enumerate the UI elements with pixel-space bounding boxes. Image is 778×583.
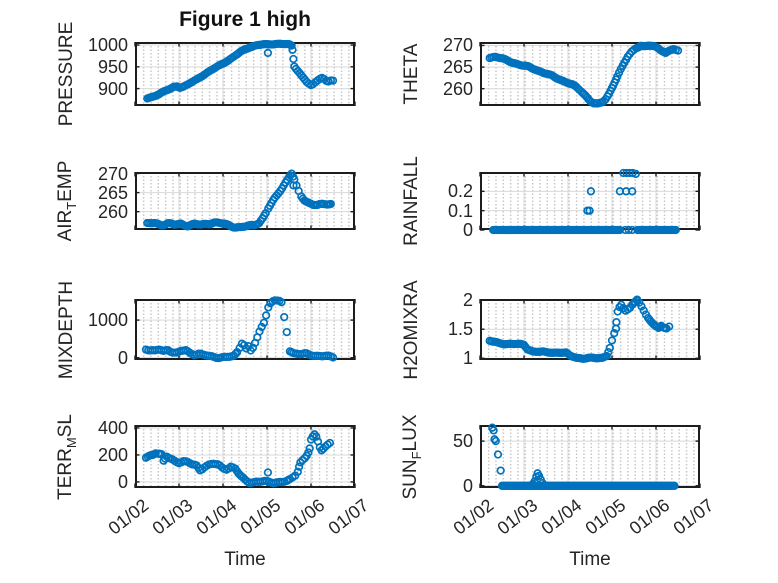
series-markers-terr-msl xyxy=(141,430,335,488)
minor-grid-dots-pressure xyxy=(137,44,353,104)
xlabel-left: Time xyxy=(224,549,266,570)
plot-canvas-theta xyxy=(479,41,701,108)
y-tick-label-sun-flux: 50 xyxy=(452,431,473,452)
ylabel-rainfall: RAINFALL xyxy=(401,156,422,246)
series-markers-sun-flux xyxy=(488,423,679,490)
ylabel-h2omixra: H2OMIXRA xyxy=(401,279,422,380)
y-tick-label-h2omixra: 1 xyxy=(462,348,473,369)
y-tick-label-theta: 260 xyxy=(442,78,473,99)
ylabel-pressure: PRESSURE xyxy=(56,21,77,127)
ylabel-terr-msl: TERRMSL xyxy=(55,413,79,500)
plot-air-temp xyxy=(134,169,356,232)
y-tick-label-rainfall: 0.2 xyxy=(447,181,473,202)
plot-pressure xyxy=(134,39,356,106)
y-tick-label-pressure: 900 xyxy=(97,78,128,99)
plot-mixdepth xyxy=(134,296,356,363)
plot-canvas-rainfall xyxy=(479,168,701,235)
minor-grid-dots-sun-flux xyxy=(482,427,698,486)
series-markers-theta xyxy=(485,41,683,108)
plot-canvas-sun-flux xyxy=(479,423,701,490)
y-tick-label-pressure: 1000 xyxy=(87,35,128,56)
x-tick-label: 01/06 xyxy=(625,495,674,539)
x-tick-label: 01/03 xyxy=(493,495,542,539)
plot-canvas-mixdepth xyxy=(134,296,356,363)
x-tick-label: 01/05 xyxy=(236,495,285,539)
y-tick-label-theta: 270 xyxy=(442,35,473,56)
y-tick-label-rainfall: 0 xyxy=(462,220,473,240)
y-tick-label-mixdepth: 0 xyxy=(117,347,128,368)
series-markers-air-temp xyxy=(143,169,335,232)
plot-canvas-air-temp xyxy=(134,169,356,232)
y-tick-label-sun-flux: 0 xyxy=(462,475,473,496)
x-tick-label: 01/02 xyxy=(449,495,498,539)
y-tick-label-pressure: 950 xyxy=(97,56,128,77)
ylabel-sun-flux: SUNFLUX xyxy=(400,413,424,500)
y-tick-label-terr-msl: 0 xyxy=(117,471,128,492)
plot-canvas-terr-msl xyxy=(134,425,356,488)
series-markers-h2omixra xyxy=(485,295,674,363)
y-tick-label-terr-msl: 200 xyxy=(97,444,128,465)
x-tick-label: 01/05 xyxy=(581,495,630,539)
x-tick-label: 01/04 xyxy=(192,495,241,539)
x-tick-label: 01/07 xyxy=(324,495,373,539)
plot-canvas-pressure xyxy=(134,39,356,106)
x-tick-label: 01/03 xyxy=(148,495,197,539)
ylabel-theta: THETA xyxy=(401,43,422,105)
plot-theta xyxy=(479,41,701,108)
plot-rainfall xyxy=(479,168,701,235)
y-tick-label-theta: 265 xyxy=(442,57,473,78)
x-tick-label: 01/06 xyxy=(280,495,329,539)
x-tick-label: 01/02 xyxy=(104,495,153,539)
y-tick-label-mixdepth: 1000 xyxy=(87,310,128,331)
series-markers-rainfall xyxy=(489,168,680,235)
ylabel-mixdepth: MIXDEPTH xyxy=(56,280,77,379)
ylabel-air-temp: AIRTEMP xyxy=(55,160,79,242)
y-tick-label-h2omixra: 1.5 xyxy=(447,319,473,340)
y-tick-label-h2omixra: 2 xyxy=(462,290,473,311)
y-tick-label-rainfall: 0.1 xyxy=(447,200,473,221)
plot-h2omixra xyxy=(479,295,701,363)
plot-canvas-h2omixra xyxy=(479,295,701,363)
y-tick-label-air-temp: 260 xyxy=(97,201,128,222)
minor-grid-dots-rainfall xyxy=(482,174,698,228)
y-tick-label-air-temp: 265 xyxy=(97,182,128,203)
y-tick-label-terr-msl: 400 xyxy=(97,417,128,438)
xlabel-right: Time xyxy=(569,549,611,570)
x-tick-label: 01/04 xyxy=(537,495,586,539)
x-tick-label: 01/07 xyxy=(669,495,718,539)
series-markers-mixdepth xyxy=(141,296,338,363)
y-tick-label-air-temp: 270 xyxy=(97,163,128,184)
figure-title: Figure 1 high xyxy=(179,8,311,31)
plot-terr-msl xyxy=(134,425,356,488)
plot-sun-flux xyxy=(479,423,701,490)
series-markers-pressure xyxy=(143,39,338,103)
